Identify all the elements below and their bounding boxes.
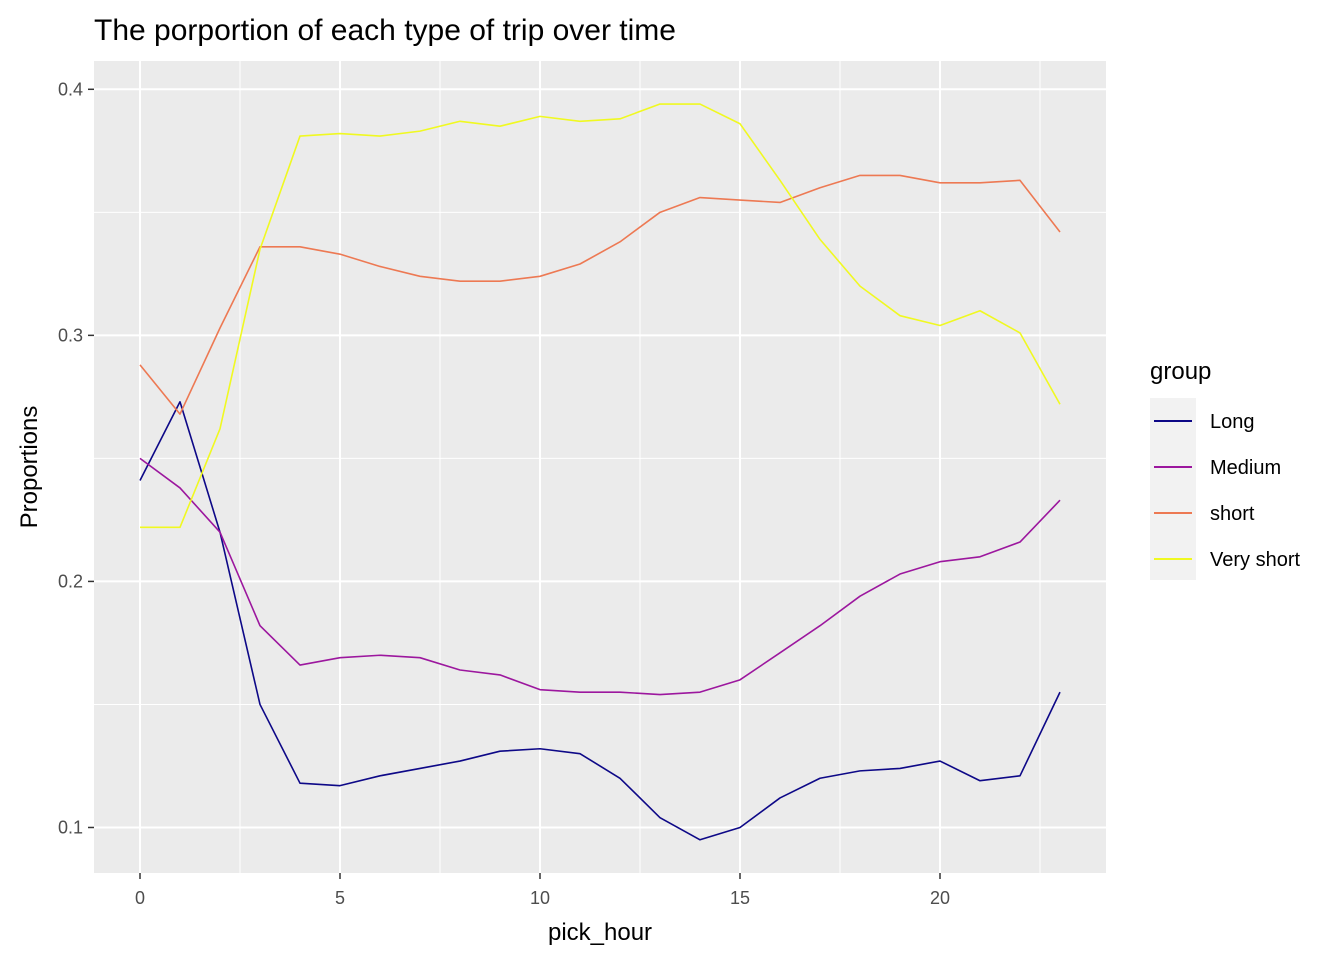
x-tick-label: 15: [730, 888, 750, 908]
grid-major: [94, 61, 1106, 873]
series-lines: [139, 103, 1061, 841]
legend-label: Long: [1210, 411, 1255, 433]
x-tick-label: 10: [530, 888, 550, 908]
legend-items: Long Medium short Very short: [1154, 411, 1300, 571]
legend-key-background: [1150, 398, 1196, 580]
legend-label: short: [1210, 503, 1255, 525]
legend-title: group: [1150, 358, 1211, 385]
plot-panel: [94, 61, 1106, 873]
legend: group Long Medium short Very short: [1150, 358, 1300, 580]
series-line-long: [139, 400, 1061, 841]
legend-label: Medium: [1210, 457, 1281, 479]
x-tick-label: 0: [135, 888, 145, 908]
x-axis-ticks: 0 5 10 15 20: [135, 873, 950, 908]
series-line-short: [139, 174, 1061, 415]
y-axis-ticks: 0.1 0.2 0.3 0.4: [58, 79, 94, 837]
x-axis-title: pick_hour: [548, 919, 652, 946]
y-axis-title: Proportions: [16, 406, 43, 529]
y-tick-label: 0.3: [58, 325, 83, 345]
y-tick-label: 0.1: [58, 817, 83, 837]
y-tick-label: 0.2: [58, 571, 83, 591]
grid-minor: [94, 61, 1106, 873]
legend-label: Very short: [1210, 549, 1300, 571]
series-line-very-short: [140, 103, 1061, 529]
y-tick-label: 0.4: [58, 79, 83, 99]
x-tick-label: 5: [335, 888, 345, 908]
x-tick-label: 20: [930, 888, 950, 908]
series-line-medium: [139, 457, 1061, 696]
chart-title: The porportion of each type of trip over…: [94, 14, 676, 47]
